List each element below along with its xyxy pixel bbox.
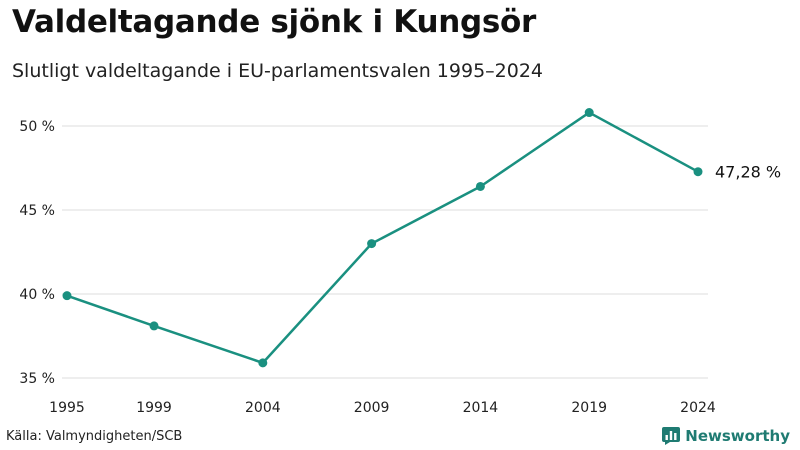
data-points <box>62 108 703 368</box>
data-labels: 47,28 % <box>715 163 781 182</box>
y-axis-tick-labels: 35 % 40 % 45 % 50 % <box>19 119 55 387</box>
x-tick-label-2019: 2019 <box>571 400 607 416</box>
data-point-2004 <box>258 358 268 368</box>
data-point-2024 <box>693 167 703 177</box>
y-tick-label-50: 50 % <box>19 119 55 135</box>
x-tick-label-1995: 1995 <box>49 400 85 416</box>
x-axis-tick-labels: 1995 1999 2004 2009 2014 2019 2024 <box>49 400 716 416</box>
chart-subtitle: Slutligt valdeltagande i EU-parlamentsva… <box>12 60 544 82</box>
y-tick-label-40: 40 % <box>19 287 55 303</box>
x-tick-label-2009: 2009 <box>354 400 390 416</box>
y-tick-label-35: 35 % <box>19 371 55 387</box>
bar-chart-logo-icon <box>662 427 681 445</box>
data-point-1999 <box>149 321 159 331</box>
source-note: Källa: Valmyndigheten/SCB <box>6 429 183 444</box>
chart-title: Valdeltagande sjönk i Kungsör <box>12 4 537 40</box>
grid-lines <box>62 125 708 379</box>
series-line-0 <box>65 111 700 365</box>
brand-logo: Newsworthy <box>662 426 790 446</box>
x-tick-label-1999: 1999 <box>136 400 172 416</box>
data-point-2014 <box>475 181 485 191</box>
series <box>65 111 700 365</box>
data-point-2019 <box>584 108 594 118</box>
x-tick-label-2014: 2014 <box>463 400 499 416</box>
x-tick-label-2024: 2024 <box>680 400 716 416</box>
data-point-1995 <box>62 291 72 301</box>
x-tick-label-2004: 2004 <box>245 400 281 416</box>
data-point-2009 <box>367 239 377 249</box>
y-tick-label-45: 45 % <box>19 203 55 219</box>
brand-name: Newsworthy <box>685 427 790 445</box>
end-value-label: 47,28 % <box>715 163 781 182</box>
